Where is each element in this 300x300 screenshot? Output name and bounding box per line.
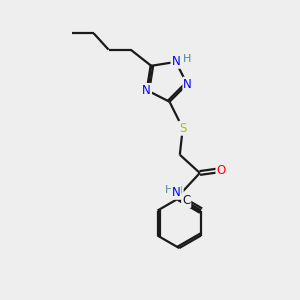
Text: N: N — [183, 78, 192, 91]
Text: O: O — [216, 164, 226, 177]
Text: H: H — [183, 54, 191, 64]
Text: N: N — [174, 185, 183, 198]
Text: N: N — [171, 55, 180, 68]
Text: H: H — [165, 185, 174, 195]
Text: C: C — [182, 194, 190, 207]
Text: S: S — [179, 122, 186, 135]
Text: N: N — [172, 186, 181, 199]
Text: N: N — [142, 84, 151, 97]
